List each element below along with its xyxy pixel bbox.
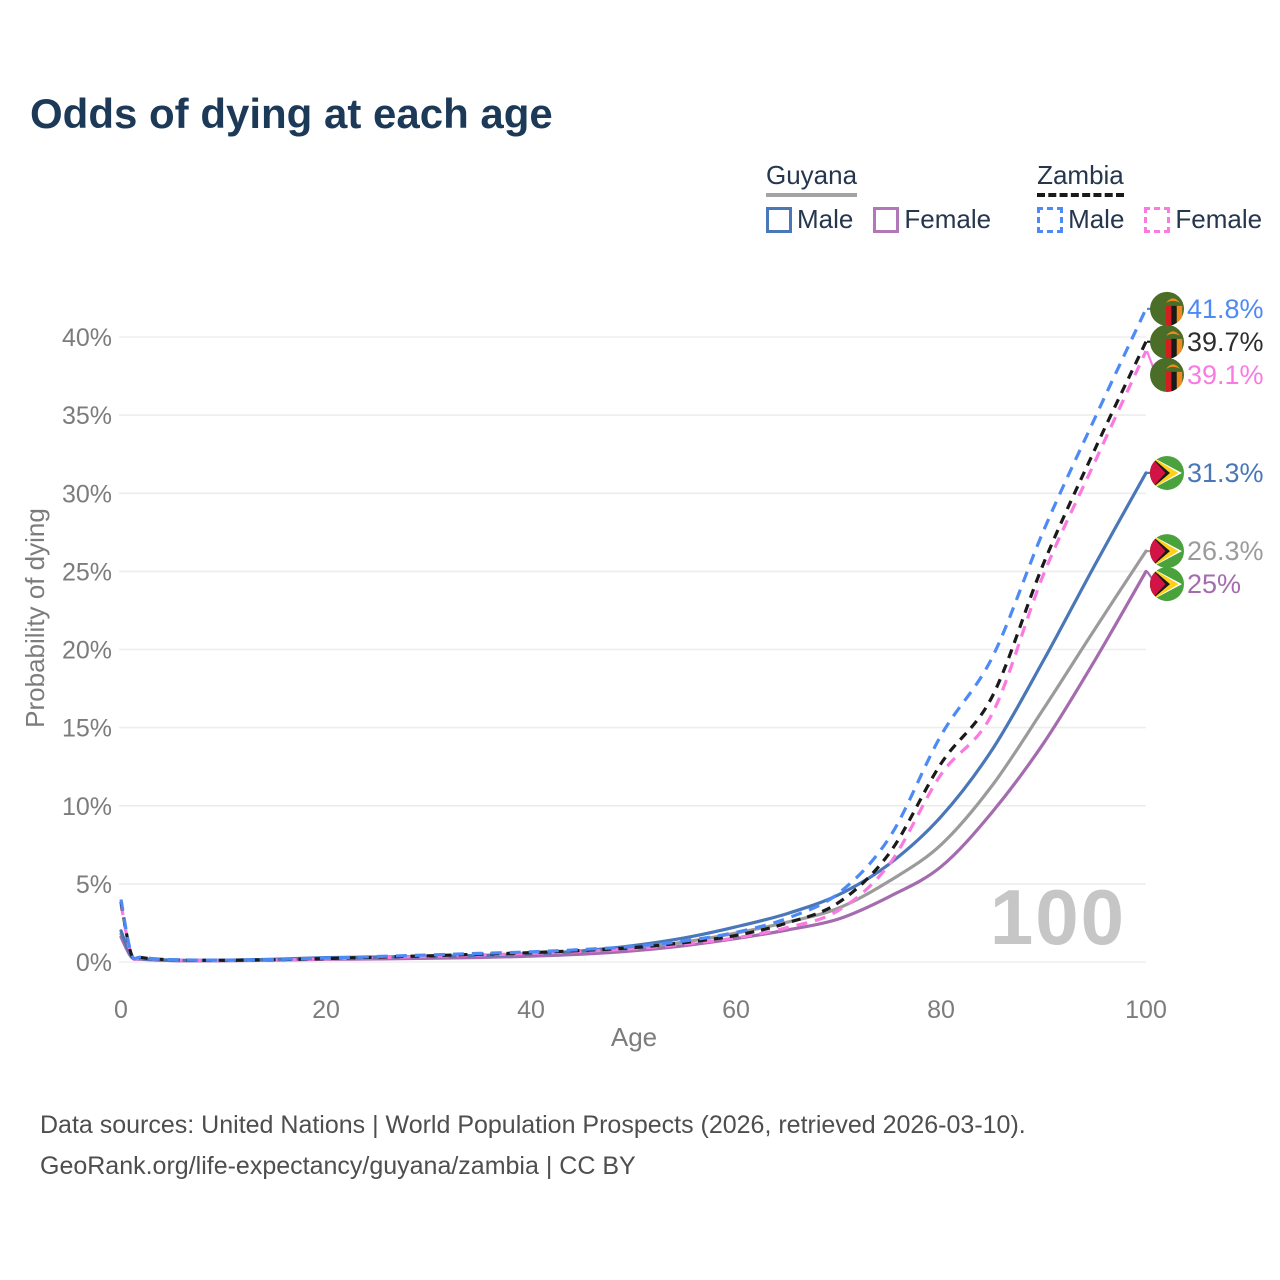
legend-swatch-male-icon (1037, 206, 1064, 233)
y-tick-label: 35% (62, 402, 112, 430)
y-tick-label: 5% (76, 871, 112, 899)
legend-item-zambia-female[interactable]: Female (1144, 204, 1262, 235)
zambia-female-flag-icon (1150, 357, 1184, 392)
x-tick-label: 100 (1125, 996, 1167, 1024)
y-tick-label: 0% (76, 949, 112, 977)
footer-link-line: GeoRank.org/life-expectancy/guyana/zambi… (40, 1152, 636, 1180)
end-label-value: 25% (1187, 569, 1241, 599)
y-tick-label: 15% (62, 715, 112, 743)
legend-item-guyana-female[interactable]: Female (873, 204, 991, 235)
gridlines (119, 336, 1146, 963)
age-watermark: 100 (990, 873, 1126, 961)
series-line-zambia-female[interactable] (119, 350, 1148, 962)
zambia-male-flag-icon (1150, 291, 1184, 326)
legend-group-guyana: Guyana Male Female (766, 160, 991, 235)
guyana-total-flag-icon (1150, 534, 1184, 569)
legend-item-label: Male (1068, 204, 1125, 234)
end-label-guyana-female: 25% (1146, 567, 1241, 602)
legend-group-zambia: Zambia Male Female (1037, 160, 1262, 235)
footer: Data sources: United Nations | World Pop… (40, 1105, 1026, 1187)
x-tick-label: 20 (312, 996, 340, 1024)
legend-items-row: Male Female (1037, 204, 1262, 235)
legend-group-title-guyana[interactable]: Guyana (766, 160, 858, 197)
legend-group-title-zambia[interactable]: Zambia (1037, 160, 1124, 197)
series-line-zambia-total[interactable] (119, 341, 1148, 962)
y-tick-label: 30% (62, 480, 112, 508)
y-axis-title: Probability of dying (20, 508, 50, 728)
end-label-value: 26.3% (1187, 536, 1264, 566)
legend-items-row: Male Female (766, 204, 991, 235)
y-tick-label: 10% (62, 793, 112, 821)
end-label-guyana-total: 26.3% (1147, 534, 1264, 569)
footer-source-line: Data sources: United Nations | World Pop… (40, 1111, 1026, 1139)
end-label-value: 39.1% (1187, 360, 1264, 390)
legend-swatch-female-icon (873, 206, 900, 233)
legend: Guyana Male Female Zambia Male Female (766, 160, 1262, 235)
x-tick-label: 0 (114, 996, 128, 1024)
end-label-zambia-total: 39.7% (1146, 324, 1264, 359)
end-label-zambia-male: 41.8% (1147, 291, 1264, 326)
legend-item-guyana-male[interactable]: Male (766, 204, 853, 235)
end-label-guyana-male: 31.3% (1147, 455, 1264, 490)
end-label-value: 41.8% (1187, 294, 1264, 324)
legend-item-label: Female (904, 204, 992, 234)
x-tick-label: 60 (722, 996, 750, 1024)
guyana-female-flag-icon (1150, 567, 1184, 602)
end-label-value: 31.3% (1187, 458, 1264, 488)
legend-item-zambia-male[interactable]: Male (1037, 204, 1124, 235)
legend-item-label: Female (1175, 204, 1263, 234)
guyana-male-flag-icon (1150, 455, 1184, 490)
legend-item-label: Male (797, 204, 854, 234)
legend-swatch-female-icon (1144, 206, 1171, 233)
y-tick-label: 25% (62, 558, 112, 586)
x-axis-title: Age (611, 1022, 657, 1052)
x-tick-label: 40 (517, 996, 545, 1024)
end-label-zambia-female: 39.1% (1145, 350, 1264, 392)
legend-swatch-male-icon (766, 206, 792, 233)
y-tick-label: 40% (62, 324, 112, 352)
y-tick-label: 20% (62, 637, 112, 665)
series-line-zambia-male[interactable] (119, 308, 1148, 962)
zambia-total-flag-icon (1150, 324, 1184, 359)
x-tick-label: 80 (927, 996, 955, 1024)
end-label-value: 39.7% (1187, 327, 1264, 357)
page-title: Odds of dying at each age (30, 90, 553, 137)
